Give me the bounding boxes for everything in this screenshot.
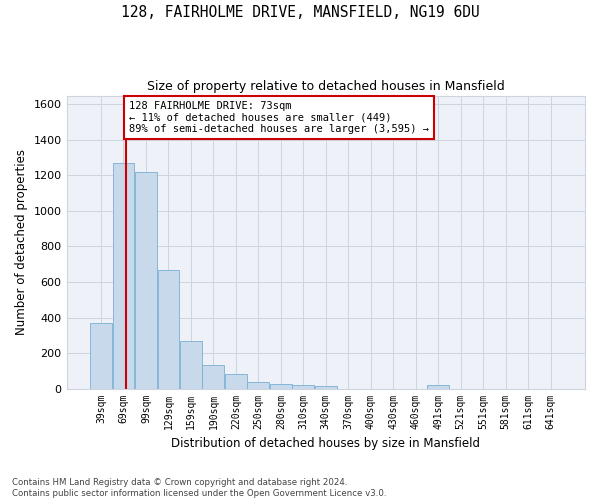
Title: Size of property relative to detached houses in Mansfield: Size of property relative to detached ho…	[147, 80, 505, 93]
Bar	[90, 323, 112, 388]
Bar	[225, 374, 247, 388]
Bar	[315, 386, 337, 388]
Bar	[427, 386, 449, 388]
Bar	[247, 382, 269, 388]
Bar	[292, 386, 314, 388]
Bar	[158, 270, 179, 388]
Bar	[135, 172, 157, 388]
Text: 128 FAIRHOLME DRIVE: 73sqm
← 11% of detached houses are smaller (449)
89% of sem: 128 FAIRHOLME DRIVE: 73sqm ← 11% of deta…	[129, 101, 429, 134]
Bar	[180, 342, 202, 388]
Text: Contains HM Land Registry data © Crown copyright and database right 2024.
Contai: Contains HM Land Registry data © Crown c…	[12, 478, 386, 498]
Y-axis label: Number of detached properties: Number of detached properties	[15, 149, 28, 335]
Bar	[202, 366, 224, 388]
Text: 128, FAIRHOLME DRIVE, MANSFIELD, NG19 6DU: 128, FAIRHOLME DRIVE, MANSFIELD, NG19 6D…	[121, 5, 479, 20]
X-axis label: Distribution of detached houses by size in Mansfield: Distribution of detached houses by size …	[171, 437, 480, 450]
Bar	[113, 163, 134, 388]
Bar	[270, 384, 292, 388]
